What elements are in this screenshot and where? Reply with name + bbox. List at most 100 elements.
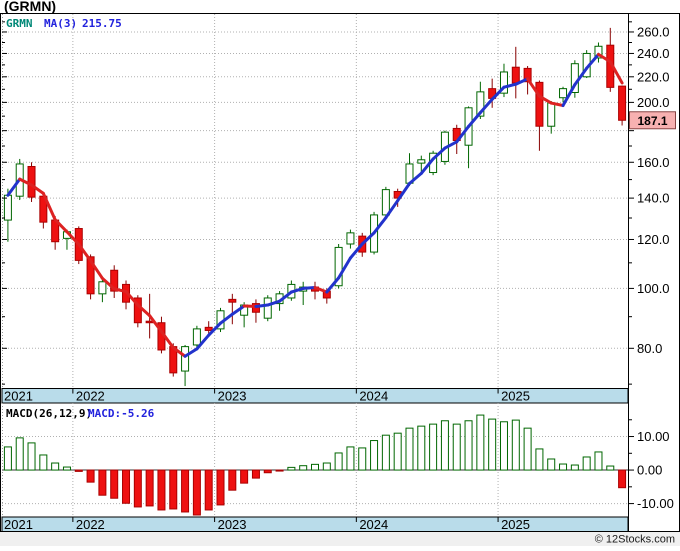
candle-2023-04 xyxy=(252,299,259,322)
macd-bar-2023-08 xyxy=(300,466,307,470)
macd-bar-2022-05 xyxy=(123,470,130,503)
macd-bar-2022-07 xyxy=(146,470,153,506)
macd-bar-2025-08 xyxy=(583,457,590,470)
macd-bar-2024-06 xyxy=(418,426,425,470)
y-axis-label: 160.0 xyxy=(637,155,670,170)
macd-bar-2024-05 xyxy=(406,428,413,470)
macd-bar-2025-04 xyxy=(536,449,543,470)
footer-strip xyxy=(0,532,680,546)
candle-body-up xyxy=(347,233,354,244)
candle-2023-05 xyxy=(264,295,271,321)
x-axis-year-label: 2023 xyxy=(218,389,247,404)
legend-ma-value: 215.75 xyxy=(82,17,122,30)
candle-body-down xyxy=(619,86,626,120)
x-axis-year-label: 2021 xyxy=(4,517,33,532)
macd-bar-2021-07 xyxy=(4,447,11,470)
candle-2023-12 xyxy=(347,230,354,249)
macd-bar-2023-06 xyxy=(276,470,283,471)
candle-body-up xyxy=(99,282,106,294)
macd-bar-2021-08 xyxy=(16,438,23,470)
macd-bar-2022-09 xyxy=(170,470,177,509)
macd-histogram-layer xyxy=(4,415,625,515)
last-price-badge: 187.1 xyxy=(630,112,676,129)
candle-body-up xyxy=(4,195,11,220)
macd-bar-2024-03 xyxy=(382,435,389,470)
watermark: © 12Stocks.com xyxy=(595,534,675,546)
y-axis-label: 140.0 xyxy=(637,191,670,206)
macd-bar-2022-04 xyxy=(111,470,118,498)
y-axis-label: 240.0 xyxy=(637,46,670,61)
candle-body-down xyxy=(205,327,212,330)
ma3-segment xyxy=(303,288,315,289)
y-axis-label: 120.0 xyxy=(637,232,670,247)
macd-bar-2022-03 xyxy=(99,470,106,495)
y-axis-label: 220.0 xyxy=(637,69,670,84)
macd-bar-2023-12 xyxy=(347,447,354,470)
macd-bar-2023-03 xyxy=(241,470,248,483)
page-title: (GRMN) xyxy=(4,0,56,14)
macd-bar-2025-09 xyxy=(595,452,602,470)
macd-bar-2023-01 xyxy=(217,470,224,505)
candle-body-down xyxy=(229,299,236,302)
macd-bar-2022-11 xyxy=(193,470,200,515)
macd-bar-2021-12 xyxy=(63,467,70,470)
candle-body-up xyxy=(264,298,271,318)
macd-bar-2024-08 xyxy=(441,421,448,470)
ma3-segment xyxy=(256,305,268,306)
candle-body-up xyxy=(418,160,425,163)
macd-bar-2023-05 xyxy=(264,470,271,473)
macd-bar-2025-01 xyxy=(500,422,507,470)
macd-bar-2024-01 xyxy=(359,448,366,470)
macd-bar-2024-09 xyxy=(453,424,460,470)
x-axis-year-label: 2024 xyxy=(359,389,388,404)
macd-bar-2022-08 xyxy=(158,470,165,510)
candle-body-up xyxy=(382,190,389,215)
macd-axis-label: -10.00 xyxy=(637,496,674,511)
macd-bar-2022-12 xyxy=(205,470,212,510)
x-axis-year-label: 2023 xyxy=(218,517,247,532)
candle-2021-09 xyxy=(28,162,35,202)
macd-bar-2025-06 xyxy=(560,464,567,470)
macd-bar-2025-10 xyxy=(607,466,614,470)
candle-2025-11 xyxy=(619,85,626,125)
y-axis-label: 80.0 xyxy=(637,341,662,356)
x-axis-year-label: 2025 xyxy=(501,389,530,404)
x-axis-year-label: 2021 xyxy=(4,389,33,404)
x-axis-year-label: 2025 xyxy=(501,517,530,532)
candles-layer xyxy=(4,28,625,386)
macd-bar-2023-09 xyxy=(312,464,319,470)
macd-axis-label: 0.00 xyxy=(637,463,662,478)
candle-body-up xyxy=(548,103,555,126)
last-price-badge-value: 187.1 xyxy=(637,114,667,128)
macd-bar-2022-01 xyxy=(75,470,82,471)
x-axis-year-label: 2024 xyxy=(359,517,388,532)
candle-2023-09 xyxy=(312,282,319,300)
macd-bar-2025-03 xyxy=(524,428,531,470)
legend-ma-label: MA(3) xyxy=(44,17,77,30)
candle-body-up xyxy=(182,347,189,371)
candle-2023-02 xyxy=(229,294,236,324)
candle-2022-10 xyxy=(182,345,189,386)
macd-bar-2023-11 xyxy=(335,453,342,470)
x-axis-year-label: 2022 xyxy=(76,389,105,404)
macd-bar-2021-10 xyxy=(40,455,47,470)
candle-body-down xyxy=(536,82,543,126)
candle-2025-05 xyxy=(548,101,555,134)
macd-bar-2023-07 xyxy=(288,467,295,470)
macd-bar-2022-02 xyxy=(87,470,94,482)
macd-bar-2024-07 xyxy=(430,424,437,470)
macd-bar-2025-07 xyxy=(571,465,578,470)
macd-bar-2023-04 xyxy=(252,470,259,478)
y-axis-label: 100.0 xyxy=(637,281,670,296)
macd-bar-2025-05 xyxy=(548,459,555,470)
x-axis-year-label: 2022 xyxy=(76,517,105,532)
macd-bar-2023-10 xyxy=(323,463,330,470)
macd-bar-2025-02 xyxy=(512,420,519,470)
candle-2025-01 xyxy=(500,64,507,97)
macd-bar-2021-09 xyxy=(28,443,35,470)
macd-bar-2024-04 xyxy=(394,433,401,470)
legend-symbol: GRMN xyxy=(6,17,33,30)
candle-2022-04 xyxy=(111,265,118,298)
